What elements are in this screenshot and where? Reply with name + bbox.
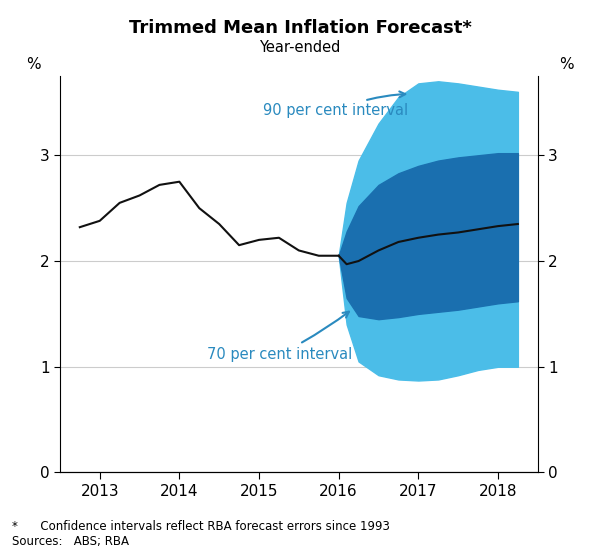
Text: Year-ended: Year-ended (259, 40, 341, 55)
Text: 70 per cent interval: 70 per cent interval (207, 312, 352, 361)
Text: Sources:   ABS; RBA: Sources: ABS; RBA (12, 535, 129, 548)
Text: Trimmed Mean Inflation Forecast*: Trimmed Mean Inflation Forecast* (128, 19, 472, 37)
Text: %: % (559, 57, 574, 72)
Text: %: % (26, 57, 41, 72)
Text: 90 per cent interval: 90 per cent interval (263, 91, 408, 118)
Text: *      Confidence intervals reflect RBA forecast errors since 1993: * Confidence intervals reflect RBA forec… (12, 520, 390, 533)
